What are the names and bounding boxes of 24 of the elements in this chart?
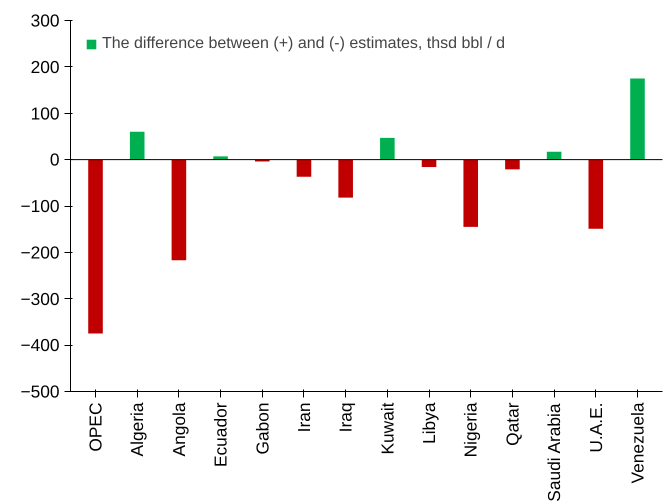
x-tick-label: U.A.E. [586,402,606,453]
y-tick-label: 100 [30,103,60,124]
y-tick-label: −400 [20,335,60,356]
x-tick-label: Kuwait [377,402,398,455]
x-tick-label: Libya [419,402,440,444]
y-tick-label: −200 [20,242,60,262]
y-tick-label: 0 [50,150,60,170]
x-tick-label: Iran [294,402,314,432]
x-tick-label: Gabon [252,402,272,455]
x-tick-label: OPEC [86,402,106,452]
y-tick-label: −100 [20,196,60,216]
y-tick-label: 200 [30,56,60,77]
y-tick-label: 300 [30,10,60,30]
x-tick-label: Algeria [127,402,148,456]
x-tick-label: Iraq [336,402,356,432]
y-tick-label: −300 [20,288,60,309]
x-tick-label: Ecuador [210,402,231,468]
x-tick-label: Venezuela [627,402,648,484]
y-tick-label: −500 [20,382,60,402]
x-tick-label: Saudi Arabia [544,403,564,502]
x-tick-label: Nigeria [460,402,481,458]
x-tick-label: Qatar [502,402,522,446]
x-tick-label: Angola [168,402,189,456]
legend-label: The difference between (+) and (-) estimates, thsd bbl / d [102,35,506,53]
